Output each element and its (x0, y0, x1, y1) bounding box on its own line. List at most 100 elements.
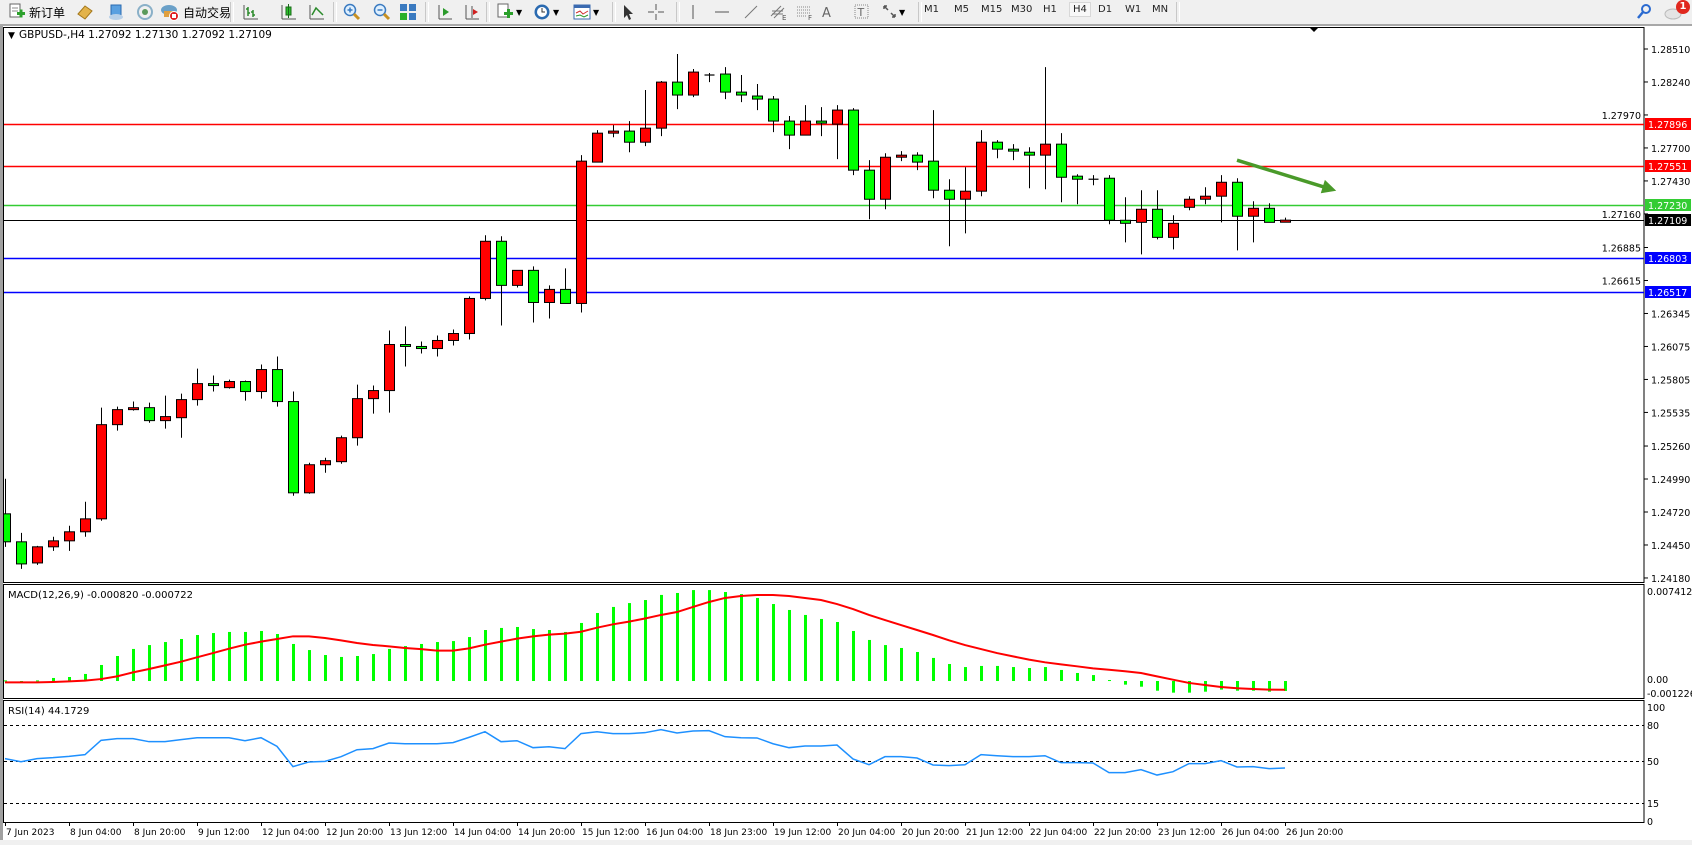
candle (960, 167, 971, 234)
macd-histogram-bar (1060, 669, 1063, 682)
navigator-icon (109, 4, 123, 20)
candle (1168, 215, 1179, 250)
candle (1280, 217, 1291, 223)
search-button[interactable] (1636, 2, 1652, 22)
macd-histogram-bar (1028, 668, 1031, 682)
chart-shift-button[interactable] (463, 2, 481, 22)
arrows-tool-button[interactable]: ▼ (881, 2, 905, 22)
bear-candle-body (752, 95, 763, 100)
zoom-in-button[interactable] (343, 2, 361, 22)
timeframe-m30[interactable]: M30 (1011, 4, 1033, 15)
toolbar-separator (918, 2, 922, 22)
arrows-icon (883, 5, 896, 18)
trend-arrow-head-icon (1320, 179, 1337, 194)
bull-candle-body (1216, 181, 1227, 197)
bull-candle-body (384, 344, 395, 392)
horizontal-line-tool-button[interactable] (713, 2, 731, 22)
macd-histogram-bar (692, 590, 695, 682)
new-chart-button[interactable]: ▼ (496, 2, 522, 22)
macd-histogram-bar (532, 629, 535, 682)
vertical-line-tool-button[interactable] (686, 2, 700, 22)
candle (528, 266, 539, 323)
auto-scroll-button[interactable] (436, 2, 454, 22)
rsi-axis-label: 15 (1647, 799, 1659, 810)
date-tick-label: 8 Jun 04:00 (70, 828, 122, 838)
chevron-down-icon[interactable]: ▼ (553, 7, 560, 17)
date-tick-label: 18 Jun 23:00 (710, 828, 767, 838)
text-label-tool-button[interactable]: T (854, 2, 870, 22)
candle (416, 341, 427, 354)
tile-windows-icon (400, 4, 416, 20)
templates-button[interactable]: ▼ (573, 2, 599, 22)
level-label-text: 1.27230 (1648, 201, 1687, 212)
bull-candle-body (80, 518, 91, 533)
macd-histogram-bar (212, 633, 215, 682)
trendline-tool-button[interactable] (742, 2, 760, 22)
crosshair-tool-button[interactable] (647, 2, 665, 22)
zoom-out-button[interactable] (373, 2, 391, 22)
price-tick-label: 1.27970 (1602, 111, 1641, 122)
signals-button[interactable] (136, 2, 154, 22)
level-label-box (1645, 214, 1691, 226)
cursor-tool-button[interactable] (621, 2, 635, 22)
macd-histogram-bar (132, 648, 135, 682)
macd-histogram-bar (1252, 681, 1255, 691)
line-chart-button[interactable] (308, 2, 326, 22)
chevron-down-icon[interactable]: ▼ (899, 7, 906, 17)
timeframe-w1[interactable]: W1 (1125, 4, 1142, 15)
chart-shift-marker-icon[interactable] (1309, 27, 1319, 32)
fibonacci-tool-button[interactable]: F (795, 2, 815, 22)
toolbar-separator (1176, 2, 1180, 22)
horizontal-levels[interactable] (4, 123, 1644, 294)
macd-histogram-bar (708, 590, 711, 682)
periods-button[interactable]: ▼ (533, 2, 559, 22)
trendline-icon (744, 5, 758, 19)
timeframe-m5[interactable]: M5 (954, 4, 969, 15)
macd-histogram-bar (804, 614, 807, 682)
chevron-down-icon[interactable]: ▼ (593, 7, 600, 17)
candle (1232, 178, 1243, 251)
horizontal-line-icon (715, 11, 729, 13)
timeframe-m15[interactable]: M15 (981, 4, 1003, 15)
timeframe-m1[interactable]: M1 (924, 4, 939, 15)
timeframe-h1[interactable]: H1 (1043, 4, 1057, 15)
candle (896, 151, 907, 162)
candle (1264, 203, 1275, 223)
macd-histogram-bar (996, 665, 999, 682)
price-tick-label: 1.24720 (1651, 508, 1690, 519)
bear-candle-body (736, 91, 747, 96)
timeframe-d1[interactable]: D1 (1098, 4, 1113, 15)
candlestick-chart-button[interactable] (280, 2, 298, 22)
timeframe-h4[interactable]: H4 (1069, 2, 1091, 17)
equidistant-channel-tool-button[interactable]: E (769, 2, 789, 22)
bull-candle-body (448, 333, 459, 341)
candlestick-icon (281, 4, 296, 20)
level-label-text: 1.27896 (1648, 120, 1687, 131)
macd-histogram-bar (100, 664, 103, 682)
candle (656, 80, 667, 137)
text-tool-button[interactable]: A (820, 2, 834, 22)
bull-candle-body (976, 141, 987, 192)
chevron-down-icon[interactable]: ▼ (516, 7, 523, 17)
auto-trading-button[interactable]: 自动交易 (160, 2, 231, 22)
timeframe-mn[interactable]: MN (1152, 4, 1169, 15)
bull-candle-body (256, 369, 267, 393)
market-watch-button[interactable] (76, 2, 94, 22)
macd-histogram-bar (660, 594, 663, 682)
candle (432, 335, 443, 357)
macd-histogram-bar (836, 622, 839, 682)
symbol-menu-triangle-icon[interactable]: ▼ (8, 31, 15, 41)
new-order-button[interactable]: 新订单 (8, 2, 65, 22)
trend-arrow[interactable] (1236, 158, 1337, 194)
zoom-out-icon (373, 3, 391, 21)
tile-windows-button[interactable] (399, 2, 417, 22)
bull-candle-body (480, 240, 491, 299)
macd-histogram-bar (580, 622, 583, 682)
bar-chart-icon (243, 5, 258, 20)
candle (912, 152, 923, 171)
bar-chart-button[interactable] (242, 2, 260, 22)
candle (4, 478, 11, 547)
navigator-button[interactable] (107, 2, 125, 22)
line-chart-icon (309, 5, 324, 20)
